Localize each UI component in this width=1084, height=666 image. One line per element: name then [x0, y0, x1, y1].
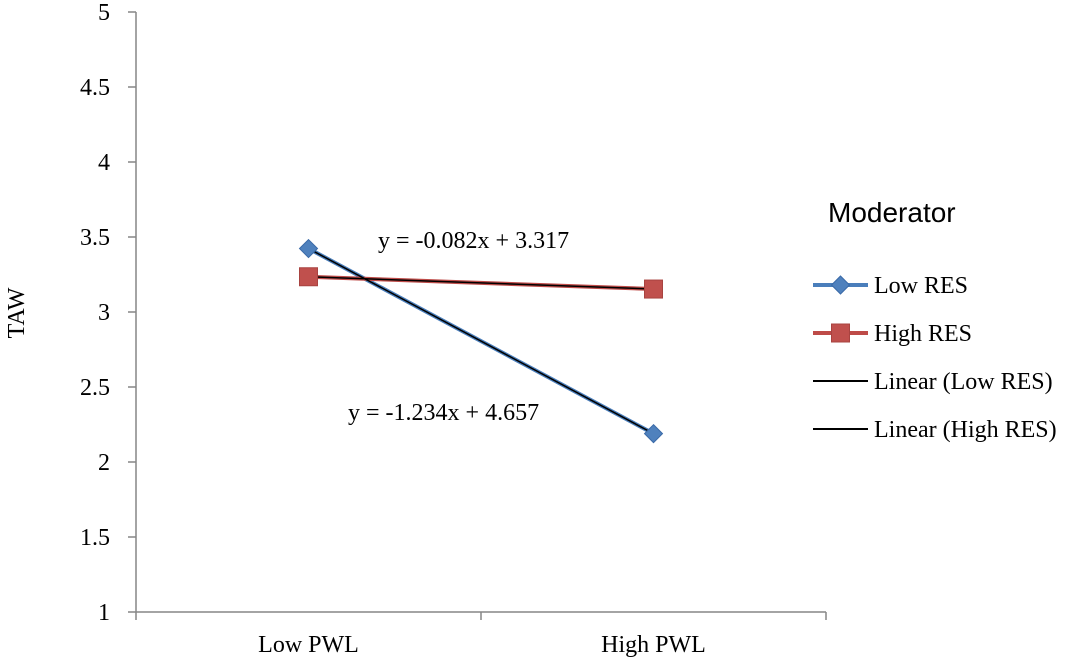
y-axis-title: TAW: [4, 287, 30, 338]
data-point-low-res: [298, 238, 319, 259]
legend-item-linear-high-res: Linear (High RES): [813, 417, 1057, 443]
axes: 1 1.5 2 2.5 3 3.5 4 4.5 5 Low PWL High PWL: [80, 0, 827, 658]
y-tick-label: 2: [98, 450, 110, 476]
data-point-high-res: [644, 279, 663, 299]
legend-item-high-res: High RES: [813, 321, 972, 347]
legend-label: Linear (High RES): [874, 417, 1057, 443]
legend-label: High RES: [874, 321, 972, 347]
y-tick-label: 3: [98, 300, 110, 326]
y-tick-label: 1: [98, 600, 110, 626]
y-tick-label: 5: [98, 0, 110, 26]
data-point-high-res: [299, 267, 318, 287]
legend: Moderator Low RES High RES Linear (Low RES…: [813, 197, 1057, 443]
series-layer: [298, 238, 664, 444]
y-tick-label: 2.5: [80, 375, 110, 401]
legend-swatch-marker: [830, 275, 851, 295]
x-tick-label: High PWL: [601, 632, 706, 658]
legend-item-low-res: Low RES: [813, 273, 968, 299]
legend-item-linear-low-res: Linear (Low RES): [813, 369, 1053, 395]
y-tick-label: 4.5: [80, 75, 110, 101]
trendline-high-res: [308, 276, 654, 290]
trendline-equation-low-res: y = -1.234x + 4.657: [348, 400, 539, 426]
y-tick-label: 3.5: [80, 225, 110, 251]
x-tick-label: Low PWL: [258, 632, 359, 658]
legend-label: Linear (Low RES): [874, 369, 1053, 395]
data-point-low-res: [643, 423, 664, 444]
labels-layer: TAW y = -0.082x + 3.317 y = -1.234x + 4.…: [4, 228, 569, 426]
y-tick-label: 1.5: [80, 525, 110, 551]
legend-label: Low RES: [874, 273, 968, 299]
trendline-equation-high-res: y = -0.082x + 3.317: [378, 228, 569, 254]
legend-swatch-marker: [831, 323, 850, 343]
legend-title: Moderator: [828, 197, 956, 228]
y-tick-label: 4: [98, 150, 110, 176]
